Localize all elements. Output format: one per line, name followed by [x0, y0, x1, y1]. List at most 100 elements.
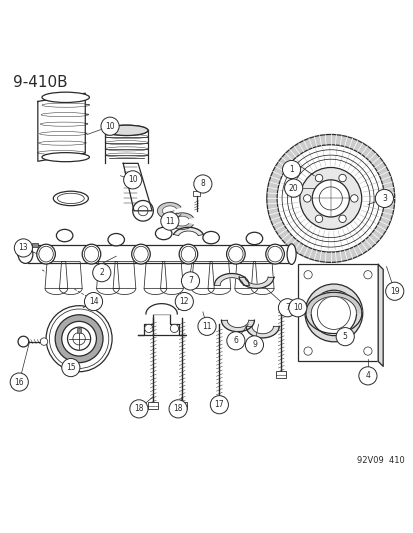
- Circle shape: [10, 373, 28, 391]
- Circle shape: [245, 336, 263, 354]
- Ellipse shape: [18, 245, 33, 263]
- Circle shape: [130, 400, 147, 418]
- Circle shape: [278, 298, 296, 317]
- Circle shape: [197, 317, 216, 335]
- Polygon shape: [234, 262, 257, 288]
- Ellipse shape: [226, 244, 244, 264]
- Ellipse shape: [42, 152, 89, 161]
- Ellipse shape: [82, 244, 100, 264]
- Bar: [31, 243, 38, 247]
- Circle shape: [363, 347, 371, 355]
- Bar: [297, 264, 377, 361]
- Bar: [275, 372, 285, 378]
- Text: 7: 7: [188, 277, 192, 286]
- Circle shape: [335, 328, 354, 346]
- Circle shape: [363, 271, 371, 279]
- Text: 2: 2: [99, 268, 104, 277]
- Circle shape: [282, 160, 300, 179]
- Text: 8: 8: [200, 180, 205, 189]
- Circle shape: [169, 400, 187, 418]
- Text: 14: 14: [88, 297, 98, 306]
- Circle shape: [101, 117, 119, 135]
- Bar: [77, 328, 81, 333]
- Circle shape: [266, 134, 394, 262]
- Ellipse shape: [105, 125, 147, 135]
- Circle shape: [303, 195, 310, 202]
- Circle shape: [276, 145, 384, 252]
- Circle shape: [62, 321, 96, 356]
- Circle shape: [175, 293, 193, 311]
- Text: 9-410B: 9-410B: [13, 75, 68, 90]
- Circle shape: [284, 179, 302, 197]
- Polygon shape: [173, 227, 203, 236]
- Polygon shape: [123, 163, 152, 211]
- Text: 11: 11: [165, 216, 174, 225]
- Circle shape: [338, 215, 345, 222]
- Polygon shape: [96, 262, 119, 288]
- Polygon shape: [138, 314, 185, 335]
- Text: 7: 7: [284, 303, 289, 312]
- Ellipse shape: [37, 244, 55, 264]
- Circle shape: [315, 174, 322, 182]
- Ellipse shape: [155, 227, 171, 240]
- Polygon shape: [191, 262, 214, 288]
- Polygon shape: [305, 292, 361, 313]
- Ellipse shape: [42, 92, 89, 102]
- Circle shape: [315, 215, 322, 222]
- Polygon shape: [27, 245, 289, 263]
- Ellipse shape: [57, 193, 84, 204]
- Circle shape: [14, 239, 32, 257]
- Text: 92V09  410: 92V09 410: [356, 456, 404, 465]
- Ellipse shape: [131, 244, 150, 264]
- Circle shape: [46, 306, 112, 372]
- Circle shape: [123, 171, 142, 189]
- Text: 17: 17: [214, 400, 224, 409]
- Polygon shape: [207, 262, 230, 288]
- Ellipse shape: [265, 244, 284, 264]
- Text: 5: 5: [342, 332, 347, 341]
- Polygon shape: [239, 277, 273, 288]
- Text: 10: 10: [292, 303, 302, 312]
- Circle shape: [40, 338, 47, 345]
- Circle shape: [55, 315, 103, 362]
- Ellipse shape: [286, 244, 295, 264]
- Bar: [214, 398, 224, 405]
- Polygon shape: [144, 262, 166, 288]
- Text: 18: 18: [134, 405, 143, 414]
- Circle shape: [181, 272, 199, 290]
- Text: 10: 10: [105, 122, 114, 131]
- Circle shape: [67, 327, 90, 350]
- Text: 9: 9: [252, 341, 256, 350]
- Text: 10: 10: [128, 175, 137, 184]
- Circle shape: [288, 298, 306, 317]
- Polygon shape: [214, 273, 249, 285]
- Ellipse shape: [246, 232, 262, 245]
- Polygon shape: [169, 213, 193, 229]
- Polygon shape: [246, 326, 278, 338]
- Text: 4: 4: [365, 372, 370, 381]
- Circle shape: [226, 332, 244, 350]
- Circle shape: [385, 282, 403, 300]
- Text: 6: 6: [233, 336, 238, 345]
- Text: 18: 18: [173, 405, 183, 414]
- Bar: [177, 402, 187, 409]
- Circle shape: [210, 395, 228, 414]
- Circle shape: [303, 271, 311, 279]
- Polygon shape: [221, 320, 254, 332]
- Circle shape: [62, 359, 80, 377]
- Circle shape: [299, 167, 361, 229]
- Ellipse shape: [202, 231, 219, 244]
- Polygon shape: [59, 262, 82, 288]
- Text: 16: 16: [14, 377, 24, 386]
- Circle shape: [311, 180, 349, 217]
- Circle shape: [350, 195, 357, 202]
- Polygon shape: [105, 131, 147, 163]
- Text: 11: 11: [202, 322, 211, 331]
- Circle shape: [358, 367, 376, 385]
- Circle shape: [133, 200, 153, 221]
- Polygon shape: [160, 262, 183, 288]
- Circle shape: [193, 175, 211, 193]
- Circle shape: [170, 324, 178, 333]
- Text: 3: 3: [381, 194, 386, 203]
- Text: 15: 15: [66, 363, 76, 372]
